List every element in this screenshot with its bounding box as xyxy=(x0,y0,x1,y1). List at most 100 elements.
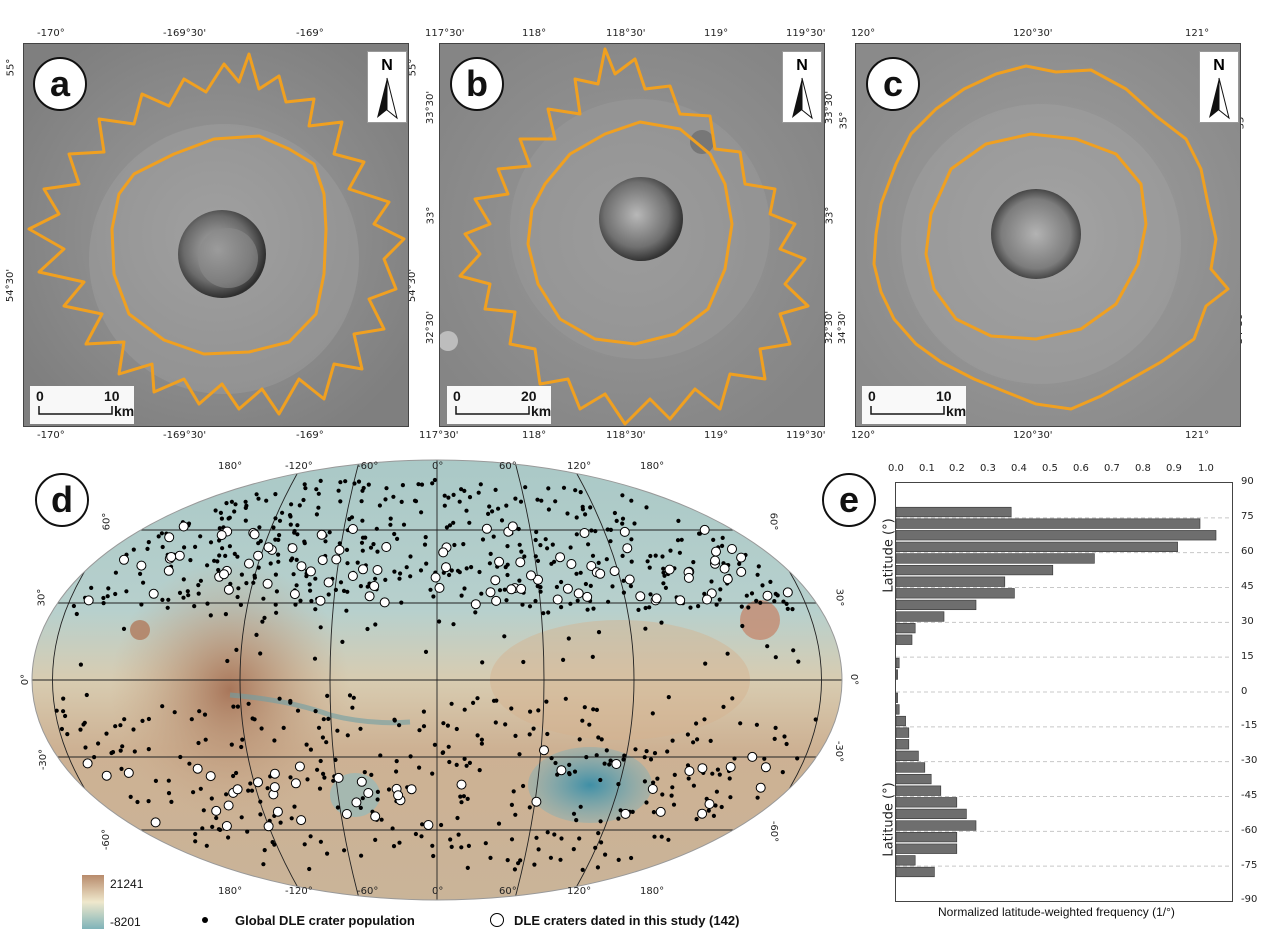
global-crater-point xyxy=(772,736,777,741)
global-crater-point xyxy=(371,542,376,547)
global-crater-point xyxy=(553,499,558,504)
global-crater-point xyxy=(490,509,495,514)
panel-a-top-tick: -169° xyxy=(296,28,324,39)
global-crater-point xyxy=(661,566,666,571)
global-crater-point xyxy=(201,808,206,813)
dated-crater-point xyxy=(119,554,129,565)
global-crater-point xyxy=(519,549,524,554)
global-crater-point xyxy=(599,840,604,845)
panel-b-right-tick: 33° xyxy=(824,206,836,225)
dated-crater-point xyxy=(507,521,518,532)
scale-line xyxy=(870,406,945,415)
global-crater-point xyxy=(661,570,666,575)
global-crater-point xyxy=(224,501,229,506)
global-crater-point xyxy=(303,486,308,491)
global-crater-point xyxy=(479,737,484,742)
hist-ylabel-bottom: Latitude (°) xyxy=(881,782,897,857)
global-crater-point xyxy=(377,503,382,508)
ejecta-inner-outline-b xyxy=(526,120,734,346)
global-crater-point xyxy=(588,505,593,510)
global-crater-point xyxy=(493,720,498,725)
dated-crater-point xyxy=(423,820,434,830)
dated-crater-point xyxy=(347,571,358,581)
global-crater-point xyxy=(607,762,612,767)
hist-bar xyxy=(895,715,906,727)
global-crater-point xyxy=(586,542,591,547)
ejecta-outer-outline-a xyxy=(27,52,406,416)
dated-crater-point xyxy=(205,771,216,782)
global-crater-point xyxy=(496,821,502,826)
global-crater-point xyxy=(120,744,125,749)
global-crater-point xyxy=(321,771,326,776)
dated-crater-point xyxy=(697,808,708,819)
hist-bar xyxy=(895,611,945,622)
global-crater-point xyxy=(709,579,714,584)
global-crater-point xyxy=(383,577,388,582)
hist-bar xyxy=(895,773,932,785)
global-crater-point xyxy=(593,529,598,534)
global-crater-point xyxy=(347,517,352,522)
global-crater-point xyxy=(360,796,365,801)
dated-crater-point xyxy=(485,587,496,598)
hist-bar xyxy=(895,727,910,738)
hist-bar xyxy=(895,866,935,878)
histogram-plot-area xyxy=(895,482,1233,902)
ejecta-inner-outline-a xyxy=(110,134,328,356)
global-crater-point xyxy=(717,772,722,777)
global-crater-point xyxy=(466,843,471,848)
global-crater-point xyxy=(605,527,610,532)
global-crater-point xyxy=(621,757,626,762)
global-crater-point xyxy=(78,662,83,667)
hist-bar xyxy=(895,750,919,761)
global-crater-point xyxy=(659,620,664,625)
global-crater-point xyxy=(772,599,777,604)
panel-a-bottom-tick: -169° xyxy=(296,430,324,441)
global-crater-point xyxy=(497,588,503,593)
hist-bar xyxy=(895,623,916,634)
global-crater-point xyxy=(590,654,595,659)
global-crater-point xyxy=(574,515,579,520)
global-crater-point xyxy=(552,832,557,837)
hist-bar xyxy=(895,855,916,866)
global-crater-point xyxy=(359,853,364,858)
global-crater-point xyxy=(714,789,720,794)
global-crater-point xyxy=(465,865,470,870)
global-crater-point xyxy=(755,572,760,577)
global-crater-point xyxy=(113,570,118,575)
global-crater-point xyxy=(121,626,127,631)
global-crater-point xyxy=(694,817,699,822)
global-crater-point xyxy=(391,494,396,499)
global-crater-point xyxy=(580,504,585,509)
panel-b-left-tick: 33°30' xyxy=(425,90,437,125)
global-crater-point xyxy=(307,582,312,587)
hist-top-tick: 0.5 xyxy=(1042,463,1058,474)
global-crater-point xyxy=(336,488,341,493)
global-crater-point xyxy=(401,522,407,527)
global-crater-point xyxy=(392,717,397,722)
global-crater-point xyxy=(273,516,278,521)
global-crater-point xyxy=(261,596,266,601)
map-bottom-lon-tick: 60° xyxy=(499,886,517,897)
global-crater-point xyxy=(602,761,607,766)
global-crater-point xyxy=(239,815,244,820)
global-crater-point xyxy=(78,727,83,732)
global-crater-point xyxy=(146,747,151,752)
hist-right-tick: -90 xyxy=(1241,894,1258,905)
global-crater-point xyxy=(360,518,365,523)
dated-crater-point xyxy=(438,547,449,558)
global-crater-point xyxy=(471,700,476,705)
dated-crater-point xyxy=(232,784,243,795)
hist-right-tick: 45 xyxy=(1241,581,1254,592)
dated-crater-point xyxy=(211,805,222,816)
hist-right-tick: -60 xyxy=(1241,825,1258,836)
global-crater-point xyxy=(375,789,380,794)
global-crater-point xyxy=(738,721,743,726)
global-crater-point xyxy=(210,824,215,829)
scale-bar-a: 0 10 km xyxy=(30,386,134,424)
map-right-lat-tick: -30° xyxy=(833,740,845,763)
global-crater-point xyxy=(420,822,425,827)
hist-top-tick: 1.0 xyxy=(1198,463,1214,474)
global-crater-point xyxy=(344,608,349,613)
panel-label-a: a xyxy=(33,57,87,111)
global-crater-point xyxy=(549,756,554,761)
